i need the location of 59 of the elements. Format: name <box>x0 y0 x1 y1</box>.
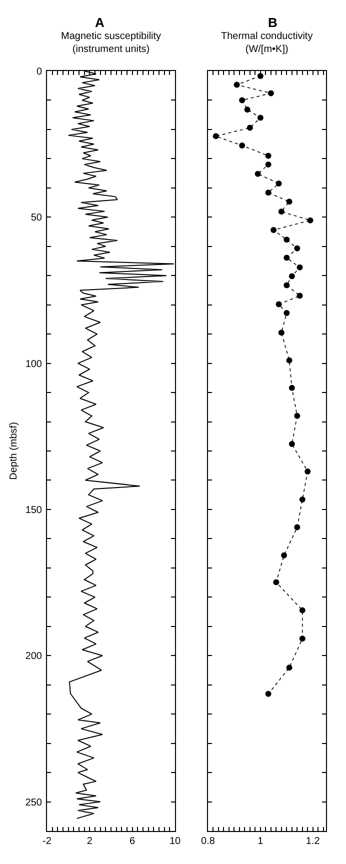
point <box>212 133 219 140</box>
point <box>284 310 290 316</box>
y-axis-title: Depth (mbsf) <box>8 422 20 480</box>
chart-title: B <box>268 15 278 30</box>
point <box>296 292 303 299</box>
point <box>234 82 240 88</box>
point <box>265 152 272 159</box>
point <box>299 636 306 642</box>
point <box>278 330 284 336</box>
x-tick-label: -2 <box>42 836 52 847</box>
point <box>246 124 253 131</box>
point <box>257 72 264 79</box>
point <box>265 190 272 196</box>
point <box>278 208 284 215</box>
point <box>284 254 290 261</box>
y-tick-label: 250 <box>25 797 42 808</box>
point <box>286 664 292 671</box>
point <box>284 236 290 243</box>
point <box>254 170 261 177</box>
x-tick-label: 6 <box>130 836 136 847</box>
point <box>304 468 311 474</box>
point <box>288 273 295 280</box>
x-axis-title: Magnetic susceptibility (instrument units) <box>61 31 162 55</box>
x-tick-label: 10 <box>169 836 181 847</box>
point <box>288 384 295 391</box>
point <box>288 440 295 447</box>
point <box>239 142 246 149</box>
y-tick-label: 150 <box>25 504 42 516</box>
x-tick-label: 1 <box>258 836 264 847</box>
point <box>281 552 288 558</box>
point <box>268 90 274 96</box>
point <box>276 301 282 308</box>
y-tick-label: 100 <box>25 358 42 370</box>
point <box>276 180 282 187</box>
x-tick-label: 1.2 <box>306 836 320 847</box>
point <box>273 579 280 586</box>
point <box>265 162 272 168</box>
y-tick-label: 50 <box>30 212 42 224</box>
point <box>286 357 292 364</box>
point <box>270 227 277 234</box>
point <box>296 264 303 270</box>
point <box>257 114 264 121</box>
chart-title: A <box>95 15 105 30</box>
point <box>239 97 246 104</box>
point <box>294 245 300 252</box>
point <box>299 496 306 503</box>
point <box>244 106 250 113</box>
point <box>294 524 300 530</box>
point <box>299 607 306 614</box>
point <box>286 198 292 205</box>
point <box>265 690 272 697</box>
point <box>284 282 290 288</box>
x-tick-label: 0.8 <box>201 836 216 847</box>
point <box>307 217 314 224</box>
x-tick-label: 2 <box>86 836 93 847</box>
x-axis-title: Thermal conductivity (W/[m•K]) <box>221 31 313 55</box>
y-tick-label: 200 <box>25 651 42 662</box>
point <box>294 412 300 419</box>
y-tick-label: 0 <box>36 66 42 78</box>
